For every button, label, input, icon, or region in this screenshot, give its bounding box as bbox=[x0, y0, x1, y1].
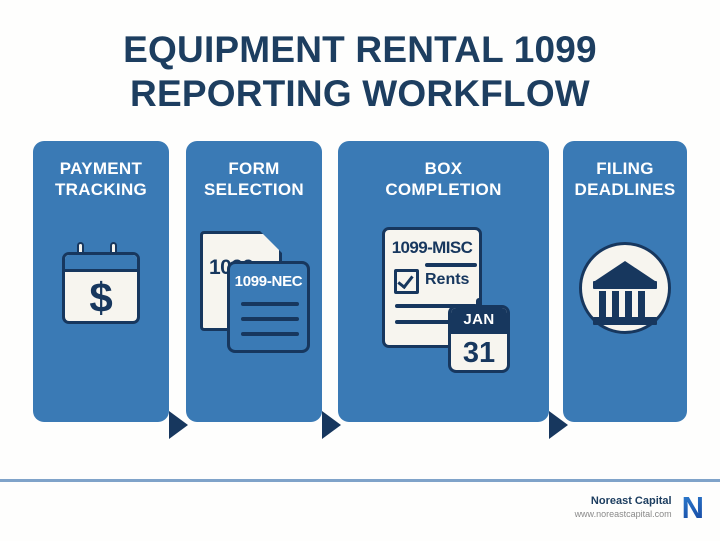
workflow-step-payment-tracking[interactable]: PAYMENT TRACKING $ bbox=[33, 141, 169, 422]
company-name: Noreast Capital bbox=[590, 495, 672, 507]
workflow-step-box-completion[interactable]: BOX COMPLETION 1099-MISC Rents JAN 31 bbox=[338, 141, 549, 422]
footer-divider bbox=[0, 479, 720, 482]
step-title-line-2: SELECTION bbox=[204, 180, 304, 199]
bank-building-icon bbox=[579, 242, 671, 334]
arrow-step1-to-step2-icon bbox=[169, 411, 188, 439]
page-title-line-2: REPORTING WORKFLOW bbox=[130, 73, 590, 114]
bank-column bbox=[612, 291, 619, 317]
document-front-1099-nec: 1099-NEC bbox=[227, 261, 310, 353]
step-title-line-2: TRACKING bbox=[54, 180, 148, 199]
calendar-body: $ bbox=[62, 252, 140, 324]
workflow-diagram: PAYMENT TRACKING $ FORM SELECTION 1099- … bbox=[0, 141, 720, 439]
page-fold-corner-icon bbox=[260, 231, 282, 253]
step-title: BOX COMPLETION bbox=[338, 158, 549, 200]
document-text-line bbox=[241, 317, 299, 321]
calendar-header-band bbox=[65, 255, 137, 272]
form-checkbox-calendar-icon: 1099-MISC Rents JAN 31 bbox=[382, 227, 532, 387]
step-title-line-1: FORM bbox=[228, 159, 280, 178]
workflow-step-form-selection[interactable]: FORM SELECTION 1099- 1099-NEC bbox=[186, 141, 322, 422]
checkmark-icon bbox=[397, 271, 414, 290]
workflow-step-filing-deadlines[interactable]: FILING DEADLINES bbox=[563, 141, 687, 422]
company-logo: N bbox=[681, 490, 704, 525]
company-url[interactable]: www.noreastcapital.com bbox=[574, 509, 672, 519]
calendar-day-label: 31 bbox=[462, 337, 496, 369]
document-text-line bbox=[241, 332, 299, 336]
step-title-line-1: BOX bbox=[424, 159, 463, 178]
step-title: FORM SELECTION bbox=[186, 158, 322, 200]
bank-column bbox=[599, 291, 606, 317]
arrow-step2-to-step3-icon bbox=[322, 411, 341, 439]
step-title-line-1: PAYMENT bbox=[59, 159, 143, 178]
footer: Noreast Capital www.noreastcapital.com N bbox=[575, 492, 704, 523]
step-title-line-2: DEADLINES bbox=[574, 180, 676, 199]
arrow-step3-to-step4-icon bbox=[549, 411, 568, 439]
document-text-line bbox=[395, 304, 477, 308]
document-front-label: 1099-NEC bbox=[234, 273, 303, 290]
document-label: 1099-MISC bbox=[391, 238, 473, 257]
step-title-line-1: FILING bbox=[596, 159, 654, 178]
checkbox-label: Rents bbox=[425, 271, 470, 288]
bank-pediment bbox=[595, 261, 655, 281]
step-title: FILING DEADLINES bbox=[563, 158, 687, 200]
step-title-line-2: COMPLETION bbox=[385, 180, 502, 199]
checkbox-checked-icon[interactable] bbox=[394, 269, 419, 294]
calendar-dollar-icon: $ bbox=[62, 242, 140, 324]
document-text-line bbox=[241, 302, 299, 306]
dollar-sign-glyph: $ bbox=[89, 274, 113, 321]
bank-base bbox=[593, 317, 657, 325]
bank-column bbox=[625, 291, 632, 317]
calendar-ring-icon bbox=[476, 298, 482, 308]
calendar-month-label: JAN bbox=[463, 311, 495, 328]
stacked-forms-icon: 1099- 1099-NEC bbox=[200, 231, 310, 356]
deadline-calendar-badge: JAN 31 bbox=[448, 305, 510, 373]
page-title-line-1: EQUIPMENT RENTAL 1099 bbox=[123, 29, 597, 70]
document-text-line bbox=[425, 263, 477, 267]
page-title: EQUIPMENT RENTAL 1099 REPORTING WORKFLOW bbox=[0, 28, 720, 116]
bank-column bbox=[638, 291, 645, 317]
bank-entablature bbox=[593, 281, 657, 289]
step-title: PAYMENT TRACKING bbox=[33, 158, 169, 200]
document-text-line bbox=[395, 320, 457, 324]
footer-text-block: Noreast Capital www.noreastcapital.com bbox=[575, 494, 672, 521]
calendar-header-band bbox=[451, 308, 507, 334]
